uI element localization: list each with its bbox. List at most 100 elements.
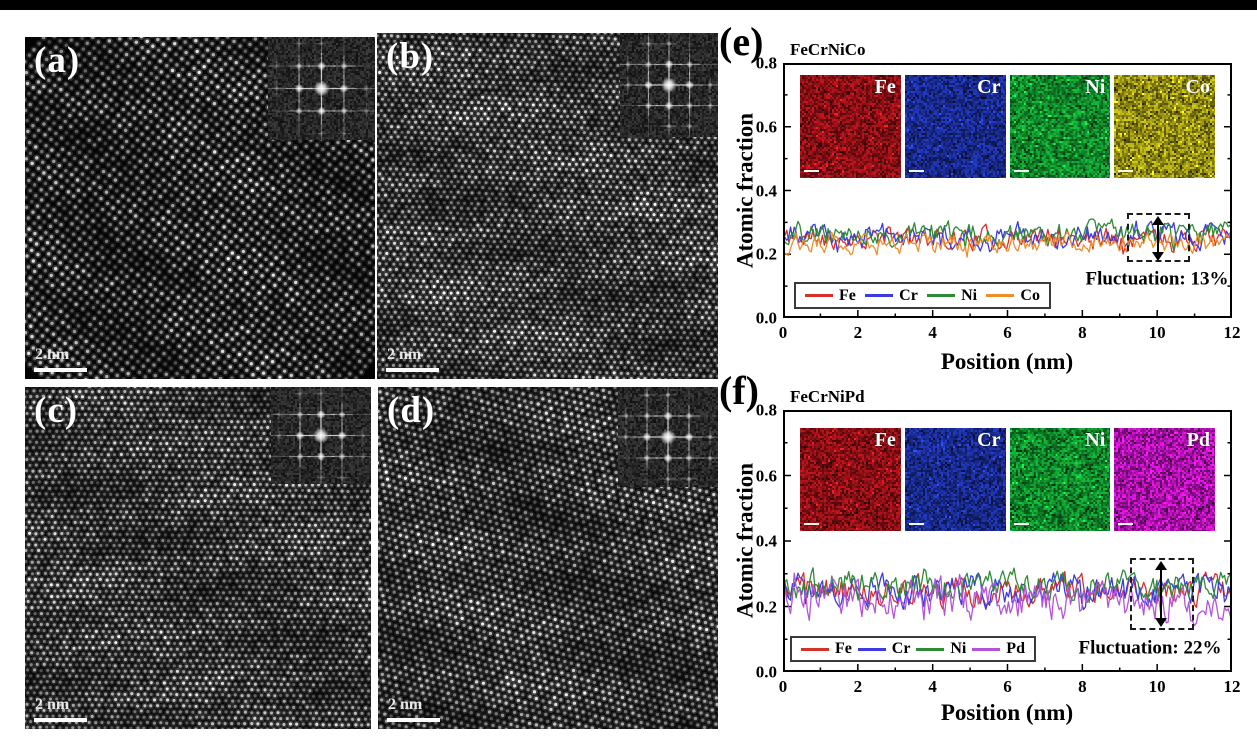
legend-line-swatch (805, 294, 833, 297)
eds-map-pd: Pd (1114, 428, 1215, 531)
fft-inset-canvas (268, 37, 375, 140)
y-tick-label: 0.4 (755, 181, 777, 200)
eds-element-label: Cr (977, 76, 1001, 98)
legend-item-cr: Cr (857, 640, 911, 657)
x-tick-label: 12 (1223, 677, 1241, 696)
x-tick-label: 12 (1223, 323, 1241, 342)
y-tick-label: 0.6 (755, 117, 777, 137)
eds-scale-bar (804, 523, 819, 525)
eds-element-label: Pd (1186, 429, 1210, 451)
eds-element-label: Ni (1085, 76, 1106, 98)
eds-map-canvas (800, 75, 901, 178)
y-axis-label: Atomic fraction (732, 462, 758, 619)
legend-label: Fe (835, 640, 852, 657)
legend-label: Fe (839, 286, 856, 304)
x-tick-label: 4 (928, 677, 937, 696)
scale-bar (34, 368, 87, 372)
y-tick-label: 0.6 (755, 466, 777, 485)
y-tick-label: 0.8 (755, 400, 777, 420)
eds-map-canvas (1009, 75, 1111, 178)
eds-element-label: Ni (1085, 429, 1106, 451)
y-tick-label: 0.8 (755, 53, 777, 73)
scale-bar-label: 2 nm (35, 696, 70, 713)
eds-scale-bar (804, 170, 819, 172)
legend-item-fe: Fe (805, 286, 856, 304)
legend-item-co: Co (986, 286, 1040, 304)
legend-label: Co (1020, 286, 1040, 304)
fluctuation-annotation: Fluctuation: 13% (1085, 268, 1229, 290)
panel-label: (a) (34, 40, 81, 81)
scale-bar (386, 368, 439, 372)
eds-map-ni: Ni (1009, 428, 1111, 531)
panel-label: (d) (387, 390, 436, 431)
fluctuation-range-box (1127, 213, 1190, 262)
legend-item-cr: Cr (865, 286, 918, 304)
y-tick-label: 0.2 (755, 244, 777, 264)
legend-line-swatch (916, 647, 945, 651)
x-tick-label: 2 (853, 323, 863, 342)
legend-label: Cr (891, 640, 911, 657)
eds-map-co: Co (1114, 75, 1215, 178)
y-tick-label: 0.0 (755, 308, 777, 328)
stem-panel-a: (a) 2 nm (25, 37, 375, 379)
chart-panel-label: (e) (719, 19, 764, 64)
legend-line-swatch (801, 647, 829, 651)
stem-panel-b: (b) 2 nm (377, 33, 718, 379)
eds-map-canvas (1114, 428, 1215, 531)
x-tick-label: 2 (853, 677, 863, 696)
eds-element-label: Fe (874, 76, 896, 98)
x-tick-label: 0 (778, 323, 788, 342)
chart-title: FeCrNiPd (790, 387, 865, 406)
legend-line-swatch (972, 647, 1001, 651)
eds-map-fe: Fe (800, 75, 901, 178)
fluctuation-arrow-icon (1152, 216, 1164, 261)
fft-inset-canvas (271, 387, 371, 484)
legend-line-swatch (865, 294, 894, 297)
legend-box: Fe Cr Ni Co (794, 282, 1051, 309)
fft-inset-canvas (620, 33, 718, 137)
top-border-bar (0, 0, 1257, 10)
scale-bar-label: 2 nm (35, 346, 70, 363)
legend-line-swatch (927, 294, 956, 297)
eds-scale-bar (1013, 170, 1029, 172)
x-tick-label: 4 (928, 323, 937, 342)
x-tick-label: 8 (1078, 323, 1087, 342)
panel-label: (b) (386, 36, 435, 77)
scale-bar-label: 2 nm (388, 696, 423, 713)
x-axis-label: Position (nm) (940, 700, 1074, 725)
x-tick-label: 6 (1003, 323, 1012, 342)
legend-box: Fe Cr Ni Pd (790, 636, 1036, 662)
eds-element-label: Fe (874, 429, 896, 451)
chart-panel-label: (f) (719, 368, 759, 413)
fft-inset-canvas (618, 387, 718, 487)
scale-bar-label: 2 nm (387, 346, 422, 363)
eds-map-ni: Ni (1009, 75, 1111, 178)
scale-bar (387, 718, 440, 722)
fluctuation-range-box (1130, 558, 1194, 630)
x-tick-label: 10 (1148, 677, 1166, 696)
eds-scale-bar (1118, 170, 1134, 172)
legend-item-ni: Ni (927, 286, 978, 304)
y-tick-label: 0.0 (755, 662, 777, 682)
legend-label: Pd (1006, 640, 1025, 657)
stem-panel-d: (d) 2 nm (378, 387, 718, 729)
eds-scale-bar (1118, 523, 1134, 525)
scale-bar (34, 718, 87, 722)
legend-label: Ni (950, 640, 967, 657)
eds-map-cr: Cr (904, 428, 1006, 531)
legend-item-pd: Pd (972, 641, 1025, 657)
x-tick-label: 8 (1078, 677, 1087, 696)
legend-label: Cr (899, 286, 918, 304)
legend-line-swatch (986, 294, 1015, 297)
y-tick-label: 0.2 (755, 597, 777, 616)
fluctuation-arrow-icon (1155, 561, 1167, 627)
legend-label: Ni (961, 286, 978, 304)
eds-map-fe: Fe (800, 428, 901, 531)
eds-element-label: Co (1185, 76, 1210, 98)
y-tick-label: 0.4 (755, 531, 777, 551)
eds-element-label: Cr (977, 429, 1001, 451)
eds-map-canvas (1009, 428, 1111, 531)
legend-item-ni: Ni (916, 641, 966, 657)
legend-line-swatch (857, 647, 886, 651)
